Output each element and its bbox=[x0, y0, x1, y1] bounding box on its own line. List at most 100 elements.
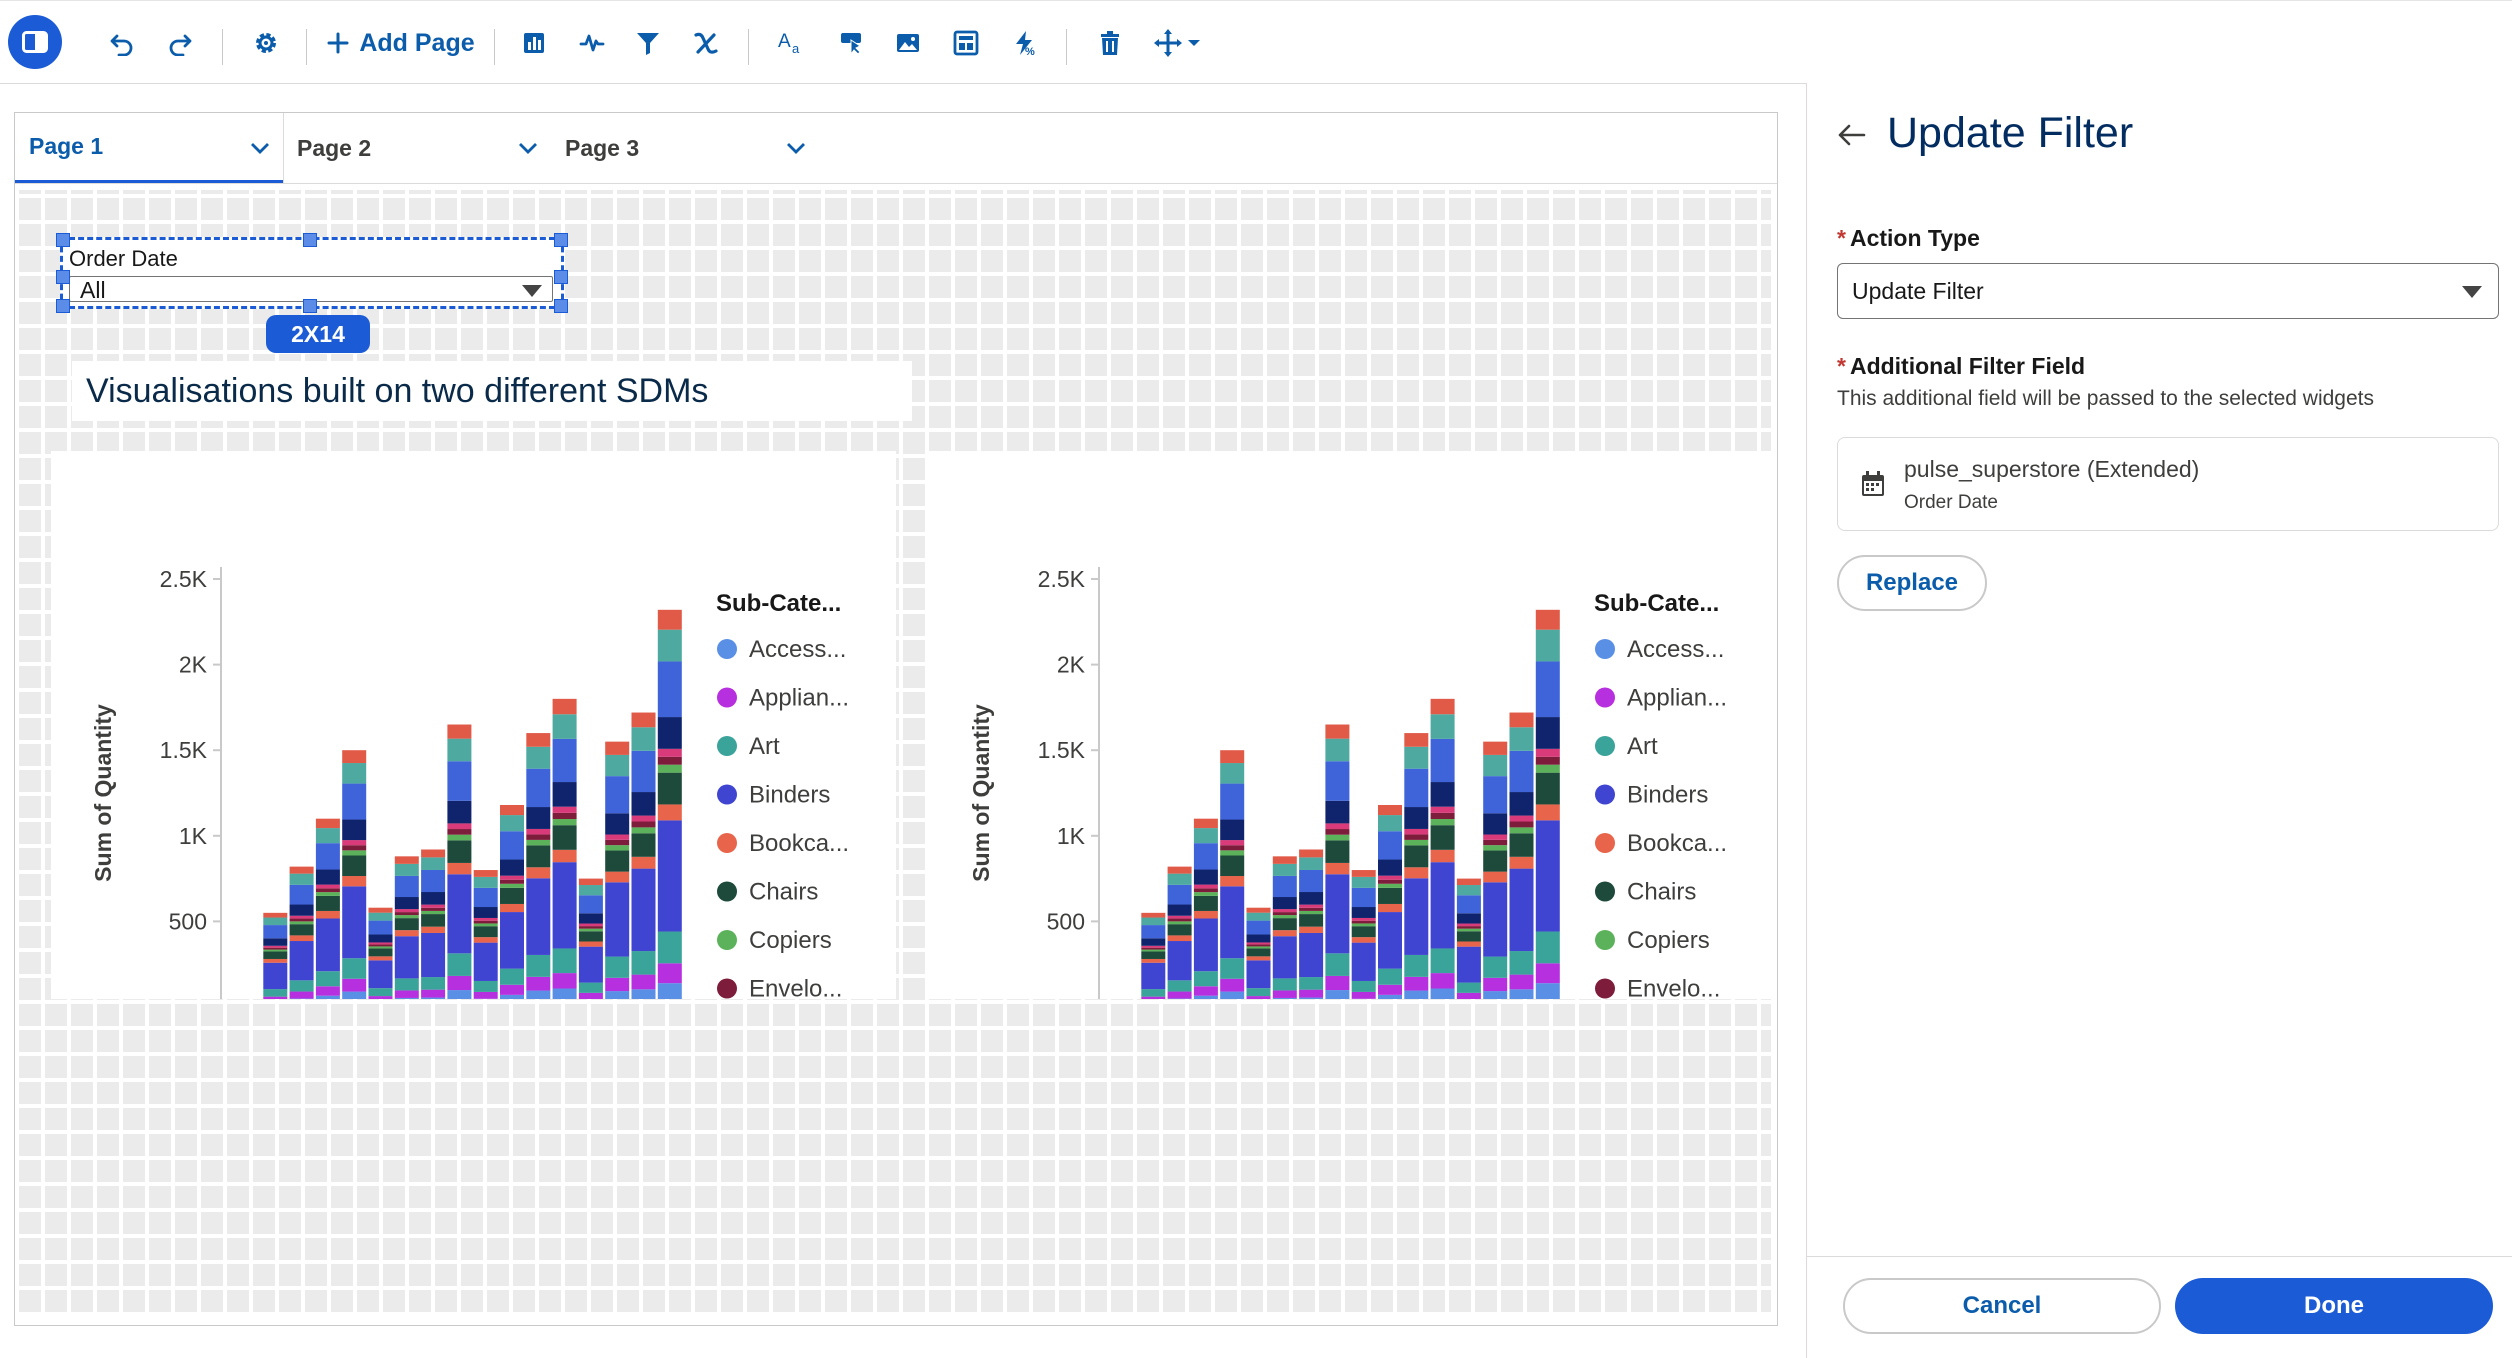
bar-segment bbox=[526, 746, 551, 769]
legend-swatch bbox=[717, 687, 737, 708]
bar-segment bbox=[1325, 953, 1350, 976]
bar-segment bbox=[605, 956, 630, 978]
bar-segment bbox=[1167, 991, 1192, 999]
resize-handle[interactable] bbox=[56, 233, 70, 247]
formula-icon[interactable] bbox=[688, 23, 724, 63]
resize-handle[interactable] bbox=[56, 270, 70, 284]
replace-button[interactable]: Replace bbox=[1837, 555, 1987, 611]
bar-segment bbox=[1220, 855, 1245, 877]
bar-segment bbox=[605, 839, 630, 846]
back-arrow-icon[interactable] bbox=[1837, 123, 1867, 152]
bar-segment bbox=[500, 804, 524, 816]
bar-segment bbox=[1430, 738, 1455, 783]
bar-segment bbox=[1325, 862, 1350, 875]
calendar-icon bbox=[1862, 471, 1884, 496]
resize-handle[interactable] bbox=[554, 270, 568, 284]
bar-segment bbox=[1246, 942, 1271, 945]
bar-segment bbox=[552, 806, 577, 813]
chart-widget-2[interactable]: 05001K1.5K2K2.5K20192020202120222023Quar… bbox=[929, 451, 1774, 1100]
bar-segment bbox=[1193, 892, 1218, 896]
legend-swatch bbox=[717, 978, 737, 999]
bar-segment bbox=[631, 974, 656, 990]
bar-segment bbox=[1299, 892, 1324, 905]
bar-segment bbox=[1535, 931, 1560, 964]
chevron-down-icon[interactable] bbox=[249, 137, 271, 159]
bar-segment bbox=[1325, 800, 1350, 824]
bar-segment bbox=[1272, 875, 1297, 898]
bar-segment bbox=[500, 815, 524, 832]
container-icon[interactable] bbox=[948, 23, 984, 63]
bar-segment bbox=[1141, 912, 1166, 918]
legend-item: Copiers bbox=[1627, 927, 1710, 954]
y-tick-label: 500 bbox=[1047, 908, 1085, 934]
bar-segment bbox=[1193, 888, 1218, 893]
done-button[interactable]: Done bbox=[2175, 1278, 2493, 1334]
action-type-select[interactable]: Update Filter bbox=[1837, 263, 2499, 319]
bar-segment bbox=[526, 839, 551, 846]
bar-segment bbox=[368, 948, 393, 957]
bar-segment bbox=[1456, 931, 1481, 942]
bar-segment bbox=[1456, 885, 1481, 896]
tab-page-3[interactable]: Page 3 bbox=[551, 113, 819, 183]
delete-icon[interactable] bbox=[1092, 23, 1128, 63]
bar-segment bbox=[1272, 909, 1297, 913]
bar-segment bbox=[394, 856, 419, 864]
bar-segment bbox=[421, 989, 446, 998]
bar-segment bbox=[289, 866, 314, 874]
add-page-button[interactable]: Add Page bbox=[326, 23, 476, 63]
bar-segment bbox=[394, 912, 419, 916]
bar-segment bbox=[1483, 754, 1508, 777]
metric-icon[interactable]: % bbox=[1006, 23, 1042, 63]
redo-icon[interactable] bbox=[162, 23, 198, 63]
bar-segment bbox=[578, 928, 603, 932]
bar-segment bbox=[447, 874, 472, 954]
bar-segment bbox=[1167, 941, 1192, 981]
bar-segment bbox=[1378, 831, 1402, 860]
bar-segment bbox=[263, 962, 288, 990]
chevron-down-icon[interactable] bbox=[517, 137, 539, 159]
bar-chart-icon[interactable] bbox=[516, 23, 552, 63]
image-icon[interactable] bbox=[890, 23, 926, 63]
bar-segment bbox=[1351, 920, 1376, 924]
bar-segment bbox=[1299, 914, 1324, 927]
undo-icon[interactable] bbox=[104, 23, 140, 63]
bar-segment bbox=[1456, 946, 1481, 983]
bar-segment bbox=[1246, 946, 1271, 949]
settings-icon[interactable] bbox=[248, 23, 284, 63]
filter-icon[interactable] bbox=[630, 23, 666, 63]
chart-widget-1[interactable]: 05001K1.5K2K2.5K20192020202120222023Quar… bbox=[51, 451, 896, 1100]
bar-segment bbox=[605, 834, 630, 840]
bar-segment bbox=[1483, 776, 1508, 814]
button-icon[interactable] bbox=[834, 23, 870, 63]
bar-segment bbox=[1483, 839, 1508, 846]
y-tick-label: 1.5K bbox=[1038, 737, 1086, 763]
bar-segment bbox=[657, 804, 682, 821]
bar-segment bbox=[1299, 857, 1324, 870]
resize-handle[interactable] bbox=[56, 299, 70, 313]
y-tick-label: 0 bbox=[1072, 994, 1085, 999]
resize-handle[interactable] bbox=[554, 233, 568, 247]
resize-handle[interactable] bbox=[554, 299, 568, 313]
bar-segment bbox=[1299, 869, 1324, 893]
bar-segment bbox=[1193, 884, 1218, 889]
panel-toggle-icon[interactable] bbox=[8, 15, 62, 69]
bar-segment bbox=[1404, 839, 1429, 846]
bar-segment bbox=[315, 888, 340, 893]
order-date-filter-widget[interactable]: Order Date All bbox=[56, 233, 568, 313]
move-icon[interactable] bbox=[1150, 23, 1206, 63]
resize-handle[interactable] bbox=[303, 233, 317, 247]
legend-swatch bbox=[717, 881, 737, 902]
bar-segment bbox=[500, 875, 524, 880]
bar-segment bbox=[315, 828, 340, 844]
tab-page-1[interactable]: Page 1 bbox=[15, 113, 283, 183]
chevron-down-icon[interactable] bbox=[785, 137, 807, 159]
bar-segment bbox=[1272, 997, 1297, 1007]
bar-segment bbox=[500, 831, 524, 860]
bar-segment bbox=[421, 849, 446, 858]
tab-page-2[interactable]: Page 2 bbox=[283, 113, 551, 183]
cancel-button[interactable]: Cancel bbox=[1843, 1278, 2161, 1334]
line-chart-icon[interactable] bbox=[574, 23, 610, 63]
resize-handle[interactable] bbox=[303, 299, 317, 313]
bar-segment bbox=[605, 741, 630, 755]
